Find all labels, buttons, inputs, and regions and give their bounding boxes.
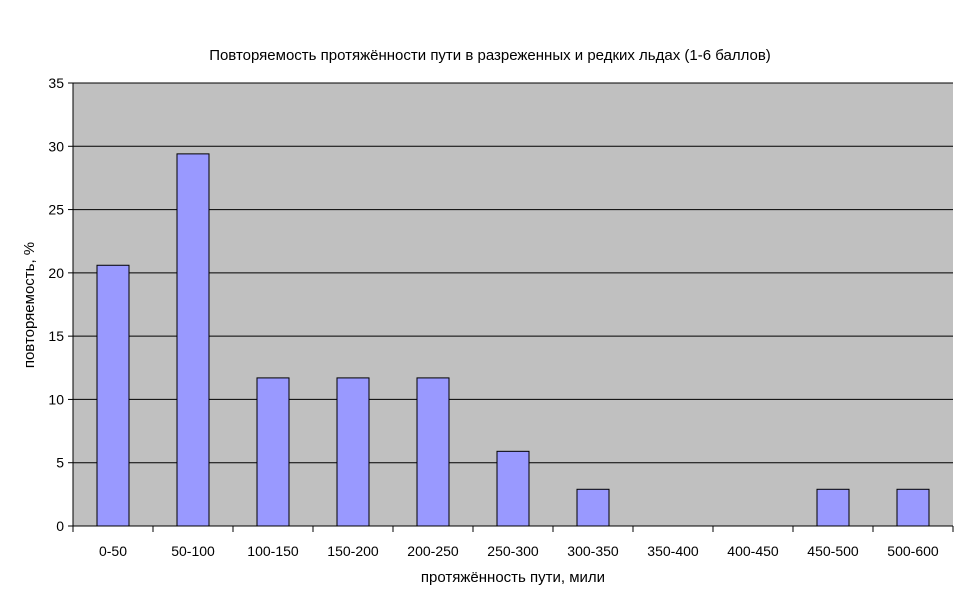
x-tick-labels: 0-50 50-100 100-150 150-200 200-250 250-300 30… bbox=[99, 543, 939, 559]
x-tick-label: 100-150 bbox=[247, 543, 299, 559]
y-tick-label: 10 bbox=[48, 391, 64, 407]
x-tick-label: 150-200 bbox=[327, 543, 379, 559]
y-tick-label: 30 bbox=[48, 138, 64, 154]
gridlines bbox=[73, 82, 953, 464]
bar-100-150 bbox=[256, 377, 290, 527]
y-tick-label: 0 bbox=[56, 518, 64, 534]
x-tick-label: 50-100 bbox=[171, 543, 215, 559]
y-tick-labels: 0 5 10 15 20 25 30 35 bbox=[48, 75, 64, 534]
x-tick-label: 350-400 bbox=[647, 543, 699, 559]
y-tick-label: 25 bbox=[48, 202, 64, 218]
chart-title: Повторяемость протяжённости пути в разре… bbox=[209, 47, 771, 64]
bar-300-350 bbox=[576, 488, 610, 527]
y-tick-label: 15 bbox=[48, 328, 64, 344]
axes bbox=[68, 82, 954, 532]
x-tick-label: 400-450 bbox=[727, 543, 779, 559]
bar-200-250 bbox=[416, 377, 450, 527]
bar-0-50 bbox=[96, 264, 130, 527]
x-tick-label: 500-600 bbox=[887, 543, 939, 559]
y-axis-label: повторяемость, % bbox=[21, 242, 38, 368]
x-tick-label: 0-50 bbox=[99, 543, 127, 559]
y-tick-label: 20 bbox=[48, 265, 64, 281]
bar-150-200 bbox=[336, 377, 370, 527]
y-tick-label: 5 bbox=[56, 455, 64, 471]
bar-450-500 bbox=[816, 488, 850, 527]
x-tick-label: 300-350 bbox=[567, 543, 619, 559]
bar-500-600 bbox=[896, 488, 930, 527]
bar-50-100 bbox=[176, 153, 210, 527]
x-tick-label: 450-500 bbox=[807, 543, 859, 559]
y-tick-label: 35 bbox=[48, 75, 64, 91]
bar-250-300 bbox=[496, 450, 530, 527]
x-axis-label: протяжённость пути, мили bbox=[421, 569, 605, 586]
x-tick-label: 250-300 bbox=[487, 543, 539, 559]
x-tick-label: 200-250 bbox=[407, 543, 459, 559]
